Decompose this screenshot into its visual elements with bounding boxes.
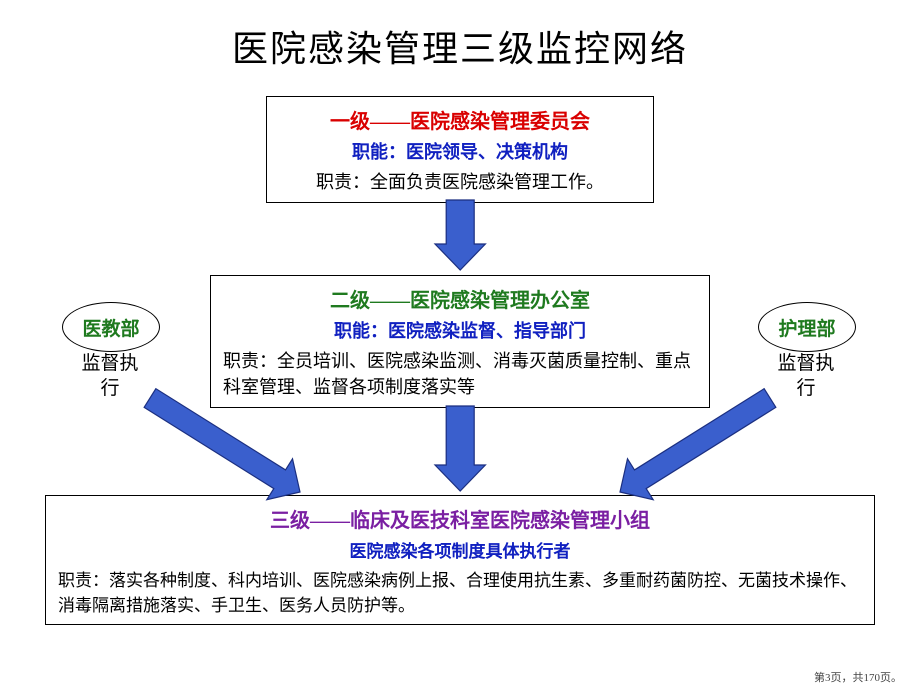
level1-box: 一级——医院感染管理委员会 职能：医院领导、决策机构 职责：全面负责医院感染管理… [266,96,654,203]
right-ellipse: 护理部 [758,302,856,352]
arrow-2to3-icon [435,406,485,491]
level2-title: 二级——医院感染管理办公室 [223,284,697,313]
left-ellipse-label: 医教部 [82,314,139,341]
level1-title: 一级——医院感染管理委员会 [279,105,641,134]
right-ellipse-label: 护理部 [778,314,835,341]
arrow-1to2-icon [435,200,485,270]
left-ellipse: 医教部 [62,302,160,352]
arrow-right-diag-icon [590,368,800,522]
page-title: 医院感染管理三级监控网络 [0,0,920,72]
level1-duty: 职责：全面负责医院感染管理工作。 [279,168,641,194]
level3-duty: 职责：落实各种制度、科内培训、医院感染病例上报、合理使用抗生素、多重耐药菌防控、… [58,566,862,616]
level1-function: 职能：医院领导、决策机构 [279,138,641,164]
level2-function: 职能：医院感染监督、指导部门 [223,317,697,343]
page-footer: 第3页，共170页。 [814,669,902,685]
level3-function: 医院感染各项制度具体执行者 [58,537,862,562]
arrow-left-diag-icon [120,368,330,522]
